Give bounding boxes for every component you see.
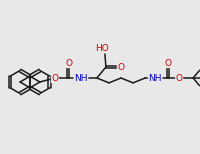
Text: O: O	[65, 59, 72, 67]
Text: O: O	[51, 73, 58, 83]
Text: O: O	[165, 59, 172, 67]
Text: NH: NH	[148, 73, 162, 83]
Text: O: O	[117, 63, 124, 71]
Text: NH: NH	[74, 73, 88, 83]
Text: O: O	[176, 73, 183, 83]
Text: HO: HO	[95, 43, 109, 53]
